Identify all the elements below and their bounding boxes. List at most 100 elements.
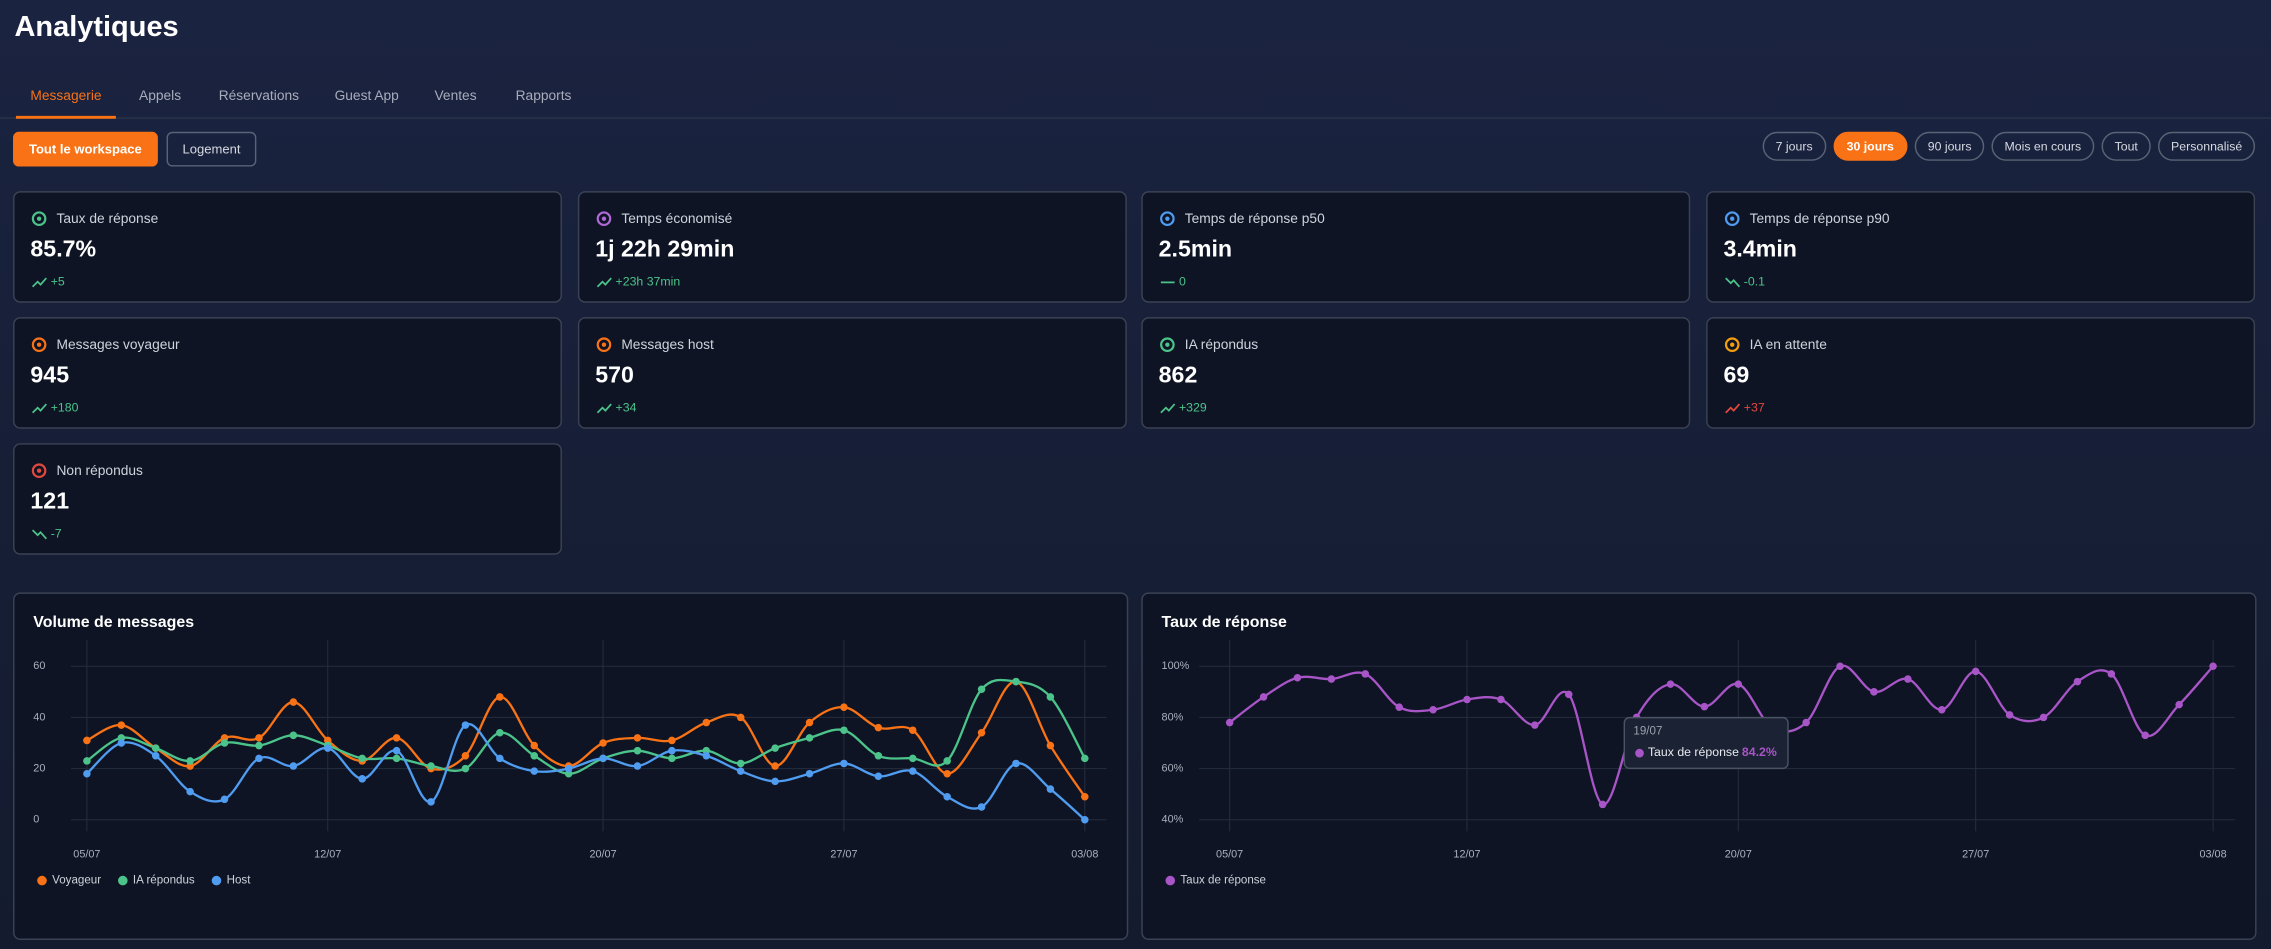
scope-button[interactable]: Tout le workspace (13, 131, 158, 167)
trend-icon (31, 529, 47, 540)
icon-ring (1724, 337, 1740, 353)
data-point (392, 746, 401, 755)
data-point (1429, 705, 1437, 714)
data-point (289, 762, 298, 770)
data-point (633, 746, 642, 755)
trend-line (1725, 403, 1741, 414)
range-pill[interactable]: Personnalisé (2158, 131, 2256, 161)
chart: Volume de messages 0 20 40 60 05/07 12/07 20/07… (33, 614, 1107, 887)
data-point (702, 752, 711, 760)
kpi-card: IA en attente 69 +37 (1706, 317, 2256, 429)
kpi-label: Temps de réponse p50 (1184, 211, 1325, 228)
y-tick-label: 0 (33, 814, 39, 826)
range-pill[interactable]: 7 jours (1762, 131, 1826, 161)
x-tick-label: 12/07 (1453, 848, 1480, 860)
x-tick-label: 27/07 (1962, 848, 1989, 860)
kpi-card: Temps de réponse p90 3.4min -0.1 (1706, 191, 2256, 303)
trend-icon (1160, 281, 1175, 284)
data-point (186, 757, 194, 765)
tab[interactable]: Guest App (334, 88, 399, 105)
scope-button[interactable]: Logement (166, 131, 257, 167)
data-point (1598, 800, 1607, 809)
tab[interactable]: Messagerie (30, 88, 102, 105)
icon-ring (1160, 211, 1175, 227)
x-tick-label: 03/08 (2199, 848, 2226, 860)
data-point (427, 762, 435, 770)
kpi-value: 69 (1723, 363, 1750, 389)
trend-line (596, 277, 612, 288)
data-point (874, 723, 883, 732)
data-point (1081, 792, 1089, 801)
data-point (736, 713, 745, 722)
data-point (461, 764, 470, 773)
data-point (324, 744, 332, 752)
x-tick-label: 03/08 (1071, 848, 1098, 860)
icon-dot (1165, 216, 1170, 221)
data-point (1012, 759, 1020, 768)
tab[interactable]: Ventes (434, 88, 477, 105)
data-point (1046, 693, 1055, 701)
kpi-delta: 0 (1178, 273, 1186, 289)
tab[interactable]: Appels (139, 88, 182, 105)
page-title: Analytiques (14, 11, 179, 44)
icon-ring (596, 211, 612, 227)
range-pill[interactable]: 30 jours (1833, 131, 1907, 161)
data-point (943, 769, 951, 778)
data-point (736, 759, 745, 768)
data-point (2107, 670, 2116, 678)
range-pill[interactable]: 90 jours (1914, 131, 1985, 161)
kpi-icon (1724, 211, 1740, 227)
data-point (1293, 673, 1302, 682)
kpi-card: IA répondus 862 +329 (1141, 317, 1691, 429)
tab[interactable]: Réservations (218, 88, 300, 105)
data-point (977, 803, 986, 811)
tab-divider (0, 117, 2271, 119)
data-point (530, 752, 539, 760)
legend-label: IA répondus (133, 875, 195, 887)
data-point (1259, 693, 1268, 701)
data-point (1012, 677, 1020, 686)
y-tick-label: 60 (33, 660, 45, 672)
chart-panel: Volume de messages 0 20 40 60 05/07 12/07 20/07… (13, 592, 1129, 940)
kpi-icon (1724, 337, 1740, 353)
chart-title: Taux de réponse (1162, 614, 1287, 631)
data-point (908, 767, 917, 775)
data-point (117, 721, 126, 729)
data-point (1327, 675, 1336, 683)
icon-dot (601, 342, 607, 347)
data-point (736, 767, 745, 775)
tab-underline (15, 115, 116, 119)
data-point (840, 703, 848, 711)
icon-ring (1160, 337, 1175, 353)
data-point (1564, 690, 1573, 699)
data-point (702, 718, 711, 727)
data-point (840, 726, 848, 734)
data-point (1700, 702, 1709, 711)
kpi-icon (31, 463, 47, 479)
data-point (2005, 711, 2014, 719)
x-tick-label: 27/07 (830, 848, 857, 860)
icon-dot (1165, 342, 1170, 347)
chart-title: Volume de messages (33, 614, 194, 631)
data-point (83, 757, 91, 765)
data-point (1971, 667, 1980, 676)
tooltip-value: 84.2% (1741, 744, 1777, 759)
kpi-icon (31, 337, 47, 353)
data-point (1802, 718, 1810, 727)
data-point (255, 734, 263, 742)
tooltip: 19/07 Taux de réponse 84.2% (1623, 716, 1789, 769)
tab[interactable]: Rapports (515, 88, 572, 105)
kpi-icon (596, 337, 612, 353)
range-pill[interactable]: Tout (2101, 131, 2151, 161)
icon-dot (36, 216, 42, 221)
range-pill[interactable]: Mois en cours (1991, 131, 2095, 161)
data-point (2039, 713, 2048, 722)
legend-swatch (37, 875, 47, 886)
trend-icon (596, 277, 612, 288)
kpi-card: Taux de réponse 85.7% +5 (13, 191, 562, 303)
trend-line (1160, 403, 1176, 414)
kpi-delta: +23h 37min (615, 273, 681, 289)
kpi-delta: +34 (615, 399, 637, 415)
data-point (530, 741, 539, 750)
kpi-label: Temps de réponse p90 (1749, 211, 1890, 228)
